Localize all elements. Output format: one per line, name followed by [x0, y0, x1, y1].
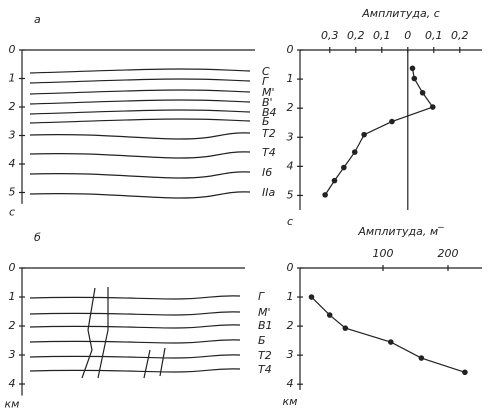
amplitude-point — [388, 339, 394, 345]
x-tick-label: 0,3 — [321, 29, 339, 42]
horizon — [29, 151, 251, 159]
depth-tick-label: 2 — [9, 319, 16, 332]
y-tick-label: 4 — [287, 377, 294, 390]
horizon-label: В' — [262, 96, 273, 109]
horizon — [29, 324, 241, 329]
horizon-label: С — [262, 65, 270, 78]
horizon-label: ІІа — [262, 186, 275, 199]
y-tick-label: 4 — [287, 159, 294, 172]
y-tick-label: 1 — [287, 290, 294, 303]
y-tick-label: 5 — [287, 188, 294, 201]
amplitude-point — [389, 118, 395, 125]
horizon-label: В4 — [262, 106, 277, 119]
horizon — [29, 68, 251, 74]
horizon — [29, 191, 251, 199]
amplitude-point — [411, 75, 418, 82]
x-tick-label: 0,2 — [347, 29, 365, 42]
horizon — [29, 171, 251, 179]
depth-tick-label: 4 — [9, 157, 16, 170]
y-tick-label: 0 — [287, 261, 294, 274]
amplitude-line — [324, 68, 434, 196]
amplitude-point — [351, 149, 358, 155]
horizon-label: Г — [262, 75, 269, 88]
amplitude-point — [331, 177, 338, 184]
horizon — [29, 354, 241, 359]
horizon — [29, 132, 251, 140]
depth-tick-label: 3 — [9, 129, 16, 142]
x-tick-label: 100 — [373, 247, 394, 260]
amplitude-point — [361, 131, 367, 138]
y-tick-label: 2 — [287, 101, 294, 114]
amplitude-point — [418, 355, 425, 361]
amplitude-line — [311, 296, 466, 373]
amplitude-point — [326, 312, 333, 318]
depth-tick-label: 4 — [9, 377, 16, 390]
amplitude-point — [308, 294, 315, 300]
depth-unit: с — [9, 205, 15, 218]
y-tick-label: 3 — [287, 130, 294, 143]
horizon-label: Б — [262, 115, 270, 128]
horizon — [29, 118, 251, 124]
depth-tick-label: 0 — [9, 43, 16, 56]
horizon-label: М' — [258, 306, 271, 319]
amplitude-point — [419, 89, 426, 96]
horizon — [29, 78, 251, 84]
x-tick-label: 200 — [438, 247, 459, 260]
horizon — [29, 311, 241, 316]
fault — [97, 287, 109, 379]
fault — [81, 287, 96, 379]
depth-tick-label: 0 — [9, 261, 16, 274]
amplitude-point — [322, 192, 328, 198]
depth-tick-label: 2 — [9, 100, 16, 113]
depth-tick-label: 1 — [9, 72, 16, 85]
horizon-label: Т4 — [262, 146, 276, 159]
x-tick-label: 0,1 — [373, 29, 391, 42]
chart-title: Амплитуда, с — [361, 7, 440, 20]
amplitude-point — [462, 369, 468, 376]
horizon — [29, 295, 241, 300]
amplitude-point — [341, 164, 347, 171]
y-axis-label: км — [283, 395, 298, 408]
x-tick-label: 0 — [404, 29, 411, 42]
horizon-label: Т2 — [258, 349, 272, 362]
chart-title: Амплитуда, м‾ — [357, 225, 444, 238]
depth-tick-label: 1 — [9, 290, 16, 303]
horizon-label: В1 — [258, 319, 273, 332]
depth-unit: км — [5, 397, 20, 410]
horizon — [29, 99, 251, 105]
y-tick-label: 1 — [287, 72, 294, 85]
horizon — [29, 368, 241, 373]
y-tick-label: 0 — [287, 43, 294, 56]
y-tick-label: 2 — [287, 319, 294, 332]
horizon-label: Т2 — [262, 127, 276, 140]
horizon — [29, 339, 241, 344]
panel-label: а — [34, 13, 41, 26]
y-axis-label: с — [287, 215, 293, 228]
horizon-label: Б — [258, 334, 266, 347]
depth-tick-label: 5 — [9, 186, 16, 199]
horizon — [29, 89, 251, 95]
horizon-label: Г — [258, 290, 265, 303]
fault — [159, 347, 166, 377]
amplitude-point — [429, 104, 436, 110]
y-tick-label: 3 — [287, 348, 294, 361]
amplitude-point — [409, 65, 416, 72]
depth-tick-label: 3 — [9, 348, 16, 361]
panel-label: б — [34, 231, 41, 244]
horizon-label: І6 — [262, 166, 272, 179]
horizon-label: М' — [262, 86, 275, 99]
horizon — [29, 109, 251, 115]
x-tick-label: 0,2 — [451, 29, 469, 42]
fault — [143, 349, 151, 379]
amplitude-point — [342, 325, 349, 331]
horizon-label: Т4 — [258, 363, 272, 376]
x-tick-label: 0,1 — [425, 29, 443, 42]
